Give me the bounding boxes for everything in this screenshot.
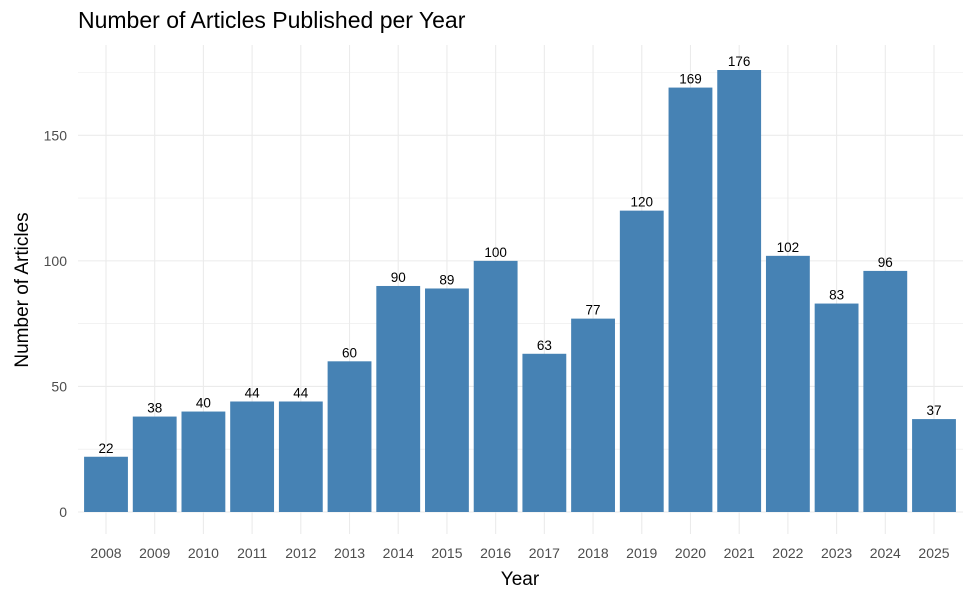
bar-2021 bbox=[717, 70, 762, 512]
bar-2017 bbox=[522, 353, 567, 512]
x-tick-label-2011: 2011 bbox=[237, 545, 267, 561]
x-tick-label-2024: 2024 bbox=[870, 545, 901, 561]
data-label-2011: 44 bbox=[245, 386, 261, 401]
data-label-2021: 176 bbox=[728, 54, 751, 69]
x-tick-label-2022: 2022 bbox=[772, 545, 803, 561]
y-tick-label-50: 50 bbox=[51, 378, 67, 394]
data-label-2014: 90 bbox=[391, 270, 406, 285]
bars bbox=[84, 70, 956, 513]
x-tick-label-2008: 2008 bbox=[90, 545, 121, 561]
x-tick-label-2013: 2013 bbox=[334, 545, 365, 561]
data-label-2017: 63 bbox=[537, 338, 552, 353]
data-label-2022: 102 bbox=[777, 240, 800, 255]
data-labels: 22 38 40 44 44 60 90 89 100 63 77 120 169 176 102 83 96 3… bbox=[98, 54, 941, 456]
y-axis-label: Number of Articles bbox=[12, 212, 33, 367]
bar-2023 bbox=[814, 303, 859, 512]
x-axis-ticks: 2008 2009 2010 2011 2012 2013 2014 2015 2016 2017… bbox=[90, 545, 949, 561]
data-label-2016: 100 bbox=[484, 245, 507, 260]
bar-2020 bbox=[668, 87, 713, 513]
bar-2008 bbox=[84, 456, 128, 512]
bar-2018 bbox=[571, 318, 615, 512]
bar-2009 bbox=[132, 416, 177, 512]
bar-2010 bbox=[181, 411, 226, 512]
bar-2011 bbox=[230, 401, 275, 512]
bar-2013 bbox=[327, 361, 372, 512]
bar-2025 bbox=[912, 419, 956, 512]
x-tick-label-2021: 2021 bbox=[724, 545, 755, 561]
data-label-2023: 83 bbox=[829, 288, 844, 303]
bar-2012 bbox=[278, 401, 323, 512]
x-tick-label-2012: 2012 bbox=[285, 545, 316, 561]
data-label-2010: 40 bbox=[196, 396, 211, 411]
data-label-2020: 169 bbox=[679, 72, 702, 87]
data-label-2012: 44 bbox=[293, 386, 309, 401]
data-label-2025: 37 bbox=[926, 403, 941, 418]
y-axis-ticks: 0 50 100 150 bbox=[44, 127, 68, 520]
data-label-2013: 60 bbox=[342, 345, 357, 360]
data-label-2018: 77 bbox=[586, 303, 601, 318]
data-label-2008: 22 bbox=[98, 441, 113, 456]
y-tick-label-0: 0 bbox=[59, 504, 67, 520]
x-tick-label-2009: 2009 bbox=[139, 545, 170, 561]
x-tick-label-2010: 2010 bbox=[188, 545, 219, 561]
x-tick-label-2020: 2020 bbox=[675, 545, 706, 561]
x-tick-label-2025: 2025 bbox=[918, 545, 949, 561]
x-tick-label-2016: 2016 bbox=[480, 545, 511, 561]
x-tick-label-2018: 2018 bbox=[577, 545, 608, 561]
data-label-2019: 120 bbox=[630, 195, 653, 210]
y-tick-label-100: 100 bbox=[44, 253, 68, 269]
bar-2016 bbox=[473, 260, 518, 512]
data-label-2009: 38 bbox=[147, 401, 162, 416]
bar-2014 bbox=[376, 285, 421, 512]
x-tick-label-2017: 2017 bbox=[529, 545, 560, 561]
bar-2022 bbox=[765, 255, 810, 512]
data-label-2015: 89 bbox=[439, 272, 454, 287]
y-tick-label-150: 150 bbox=[44, 127, 68, 143]
bar-2015 bbox=[425, 288, 469, 512]
x-tick-label-2023: 2023 bbox=[821, 545, 852, 561]
chart-title: Number of Articles Published per Year bbox=[78, 7, 466, 33]
bar-2019 bbox=[619, 210, 664, 513]
x-tick-label-2019: 2019 bbox=[626, 545, 657, 561]
data-label-2024: 96 bbox=[878, 255, 893, 270]
x-tick-label-2015: 2015 bbox=[431, 545, 462, 561]
x-tick-label-2014: 2014 bbox=[383, 545, 414, 561]
bar-2024 bbox=[863, 270, 908, 512]
x-axis-label: Year bbox=[501, 569, 540, 590]
